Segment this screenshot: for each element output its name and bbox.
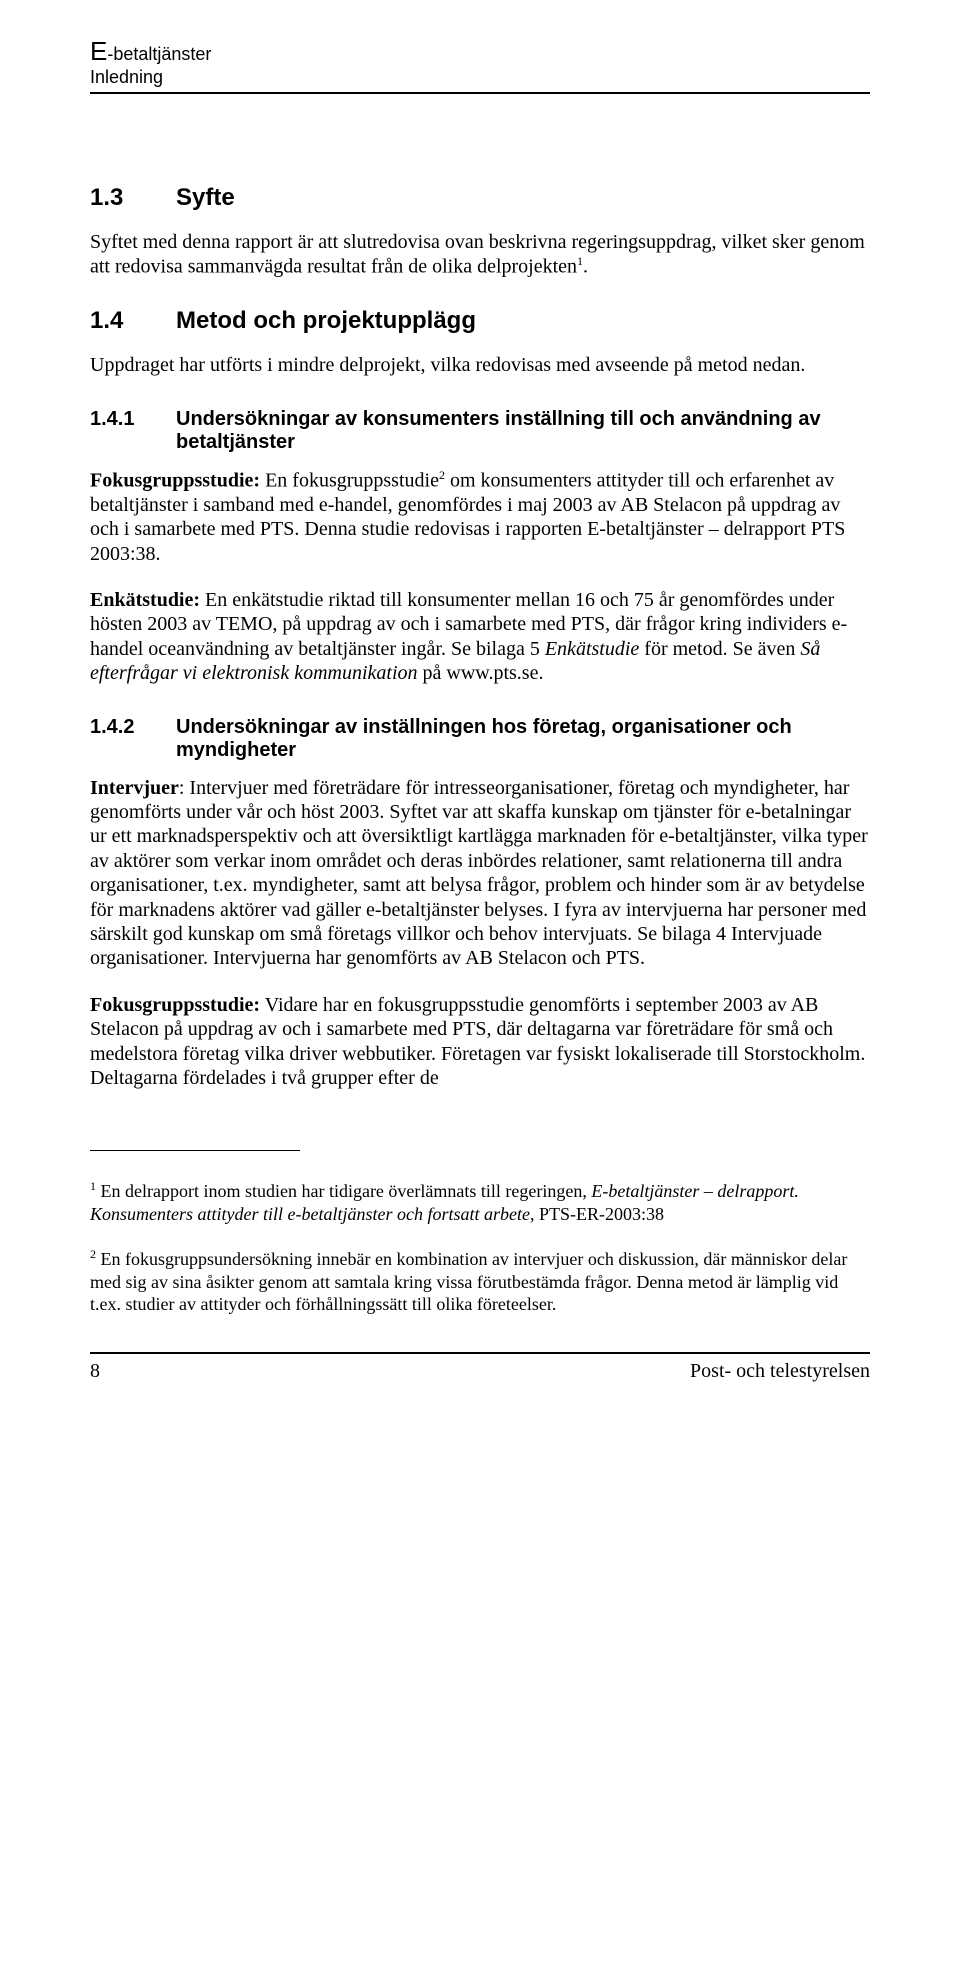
lead-label: Fokusgruppsstudie: [90,994,260,1016]
header-subtitle: Inledning [90,67,870,88]
heading-text: Syfte [176,184,235,211]
italic-text: Enkätstudie [545,638,639,660]
heading-num: 1.4.1 [90,408,176,454]
header-title-rest: -betaltjänster [107,44,211,64]
heading-1-4-2: 1.4.2 Undersökningar av inställningen ho… [90,716,870,762]
footnote-separator [90,1150,300,1151]
page-number: 8 [90,1360,100,1383]
footnote-2: 2 En fokusgruppsundersökning innebär en … [90,1247,870,1316]
text: på www.pts.se. [418,662,544,684]
heading-num: 1.4 [90,307,176,335]
text: En fokusgruppsundersökning innebär en ko… [90,1249,847,1314]
heading-1-4-1: 1.4.1 Undersökningar av konsumenters ins… [90,408,870,454]
heading-1-3: 1.3Syfte [90,184,870,212]
footer-rule [90,1352,870,1354]
text: . [583,256,588,278]
para-1-4-2-a: Intervjuer: Intervjuer med företrädare f… [90,776,870,971]
heading-text: Metod och projektupplägg [176,307,476,334]
heading-1-4: 1.4Metod och projektupplägg [90,307,870,335]
heading-num: 1.3 [90,184,176,212]
page: E-betaltjänster Inledning 1.3Syfte Syfte… [0,0,960,1987]
para-1-4: Uppdraget har utförts i mindre delprojek… [90,353,870,377]
text: En fokusgruppsstudie [260,469,439,491]
para-1-4-1-a: Fokusgruppsstudie: En fokusgruppsstudie2… [90,468,870,566]
header-title: E-betaltjänster [90,36,870,67]
text: : Intervjuer med företrädare för intress… [90,777,868,970]
running-header: E-betaltjänster Inledning [90,36,870,94]
text: Uppdraget har utförts i mindre delprojek… [90,354,805,376]
footer: 8 Post- och telestyrelsen [90,1360,870,1383]
text: En delrapport inom studien har tidigare … [96,1181,591,1201]
heading-num: 1.4.2 [90,716,176,762]
para-1-4-2-b: Fokusgruppsstudie: Vidare har en fokusgr… [90,993,870,1091]
para-1-4-1-b: Enkätstudie: En enkätstudie riktad till … [90,588,870,686]
text: , PTS-ER-2003:38 [530,1204,664,1224]
lead-label: Fokusgruppsstudie: [90,469,260,491]
para-1-3: Syftet med denna rapport är att slutredo… [90,230,870,279]
lead-label: Intervjuer [90,777,179,799]
text: för metod. Se även [639,638,800,660]
text: Syftet med denna rapport är att slutredo… [90,231,865,278]
header-title-e: E [90,36,107,66]
heading-text: Undersökningar av konsumenters inställni… [176,408,870,454]
lead-label: Enkätstudie: [90,589,200,611]
footnote-1: 1 En delrapport inom studien har tidigar… [90,1179,870,1225]
header-rule [90,92,870,94]
footer-org: Post- och telestyrelsen [690,1360,870,1383]
heading-text: Undersökningar av inställningen hos före… [176,716,870,762]
